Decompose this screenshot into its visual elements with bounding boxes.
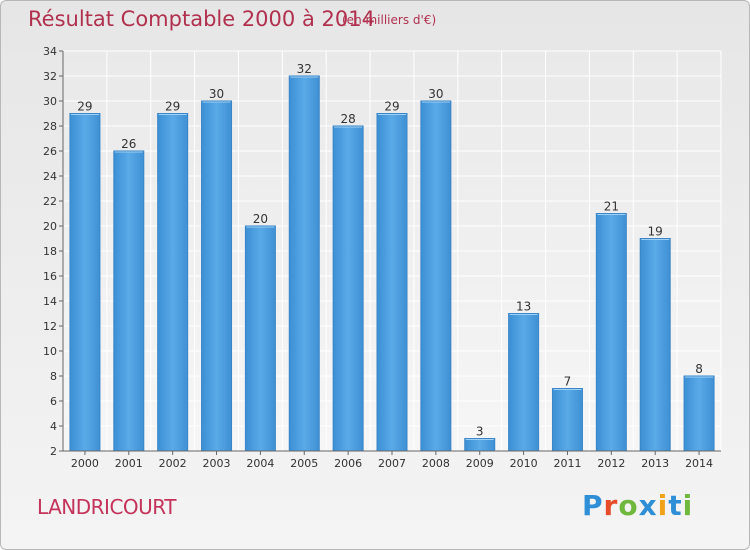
y-tick-label: 12 [43, 320, 57, 333]
logo-letter: o [618, 489, 639, 522]
x-tick-label: 2006 [334, 457, 362, 470]
logo-letter: t [668, 489, 683, 522]
data-label: 29 [77, 100, 92, 114]
town-name: LANDRICOURT [37, 495, 176, 519]
logo-letter: i [657, 489, 669, 522]
bar [113, 150, 145, 452]
logo-letter: r [603, 489, 619, 522]
bar [595, 213, 627, 452]
bar [551, 388, 583, 452]
bar [376, 113, 408, 452]
y-tick-label: 4 [50, 420, 57, 433]
data-label: 19 [648, 225, 663, 239]
y-tick-label: 14 [43, 295, 57, 308]
bar [201, 100, 233, 452]
y-tick-label: 18 [43, 245, 57, 258]
data-label: 30 [209, 87, 224, 101]
data-label: 29 [165, 100, 180, 114]
bar [464, 438, 496, 452]
x-tick-label: 2010 [510, 457, 538, 470]
data-label: 30 [428, 87, 443, 101]
data-label: 21 [604, 200, 619, 214]
x-tick-label: 2004 [246, 457, 274, 470]
y-tick-label: 26 [43, 145, 57, 158]
x-tick-label: 2011 [553, 457, 581, 470]
y-tick-label: 24 [43, 170, 57, 183]
bar [244, 225, 276, 452]
x-tick-label: 2008 [422, 457, 450, 470]
data-label: 26 [121, 137, 136, 151]
bar [69, 113, 101, 452]
x-tick-label: 2007 [378, 457, 406, 470]
y-tick-label: 6 [50, 395, 57, 408]
y-tick-label: 28 [43, 120, 57, 133]
data-label: 8 [695, 362, 703, 376]
data-label: 7 [564, 375, 572, 389]
x-tick-label: 2012 [597, 457, 625, 470]
y-tick-label: 32 [43, 70, 57, 83]
logo-letter: i [682, 489, 694, 522]
bar [288, 75, 320, 452]
x-tick-label: 2013 [641, 457, 669, 470]
y-tick-label: 34 [43, 45, 57, 58]
x-tick-label: 2009 [466, 457, 494, 470]
proxiti-logo: Proxiti [582, 489, 693, 522]
bar [420, 100, 452, 452]
x-tick-label: 2014 [685, 457, 713, 470]
data-label: 28 [340, 112, 355, 126]
x-tick-label: 2003 [203, 457, 231, 470]
x-tick-label: 2001 [115, 457, 143, 470]
bar [683, 375, 715, 452]
x-tick-label: 2005 [290, 457, 318, 470]
y-tick-label: 22 [43, 195, 57, 208]
chart-title: Résultat Comptable 2000 à 2014 [28, 7, 375, 31]
data-label: 20 [253, 212, 268, 226]
chart-subtitle: (en milliers d'€) [342, 13, 437, 27]
logo-letter: x [638, 489, 658, 522]
bar [508, 313, 540, 452]
logo-letter: P [582, 489, 604, 522]
data-label: 29 [384, 100, 399, 114]
y-tick-label: 20 [43, 220, 57, 233]
bar [157, 113, 189, 452]
y-tick-label: 30 [43, 95, 57, 108]
data-label: 3 [476, 425, 484, 439]
y-tick-label: 8 [50, 370, 57, 383]
bar-layer: 29 26 29 30 20 32 28 29 30 3 13 7 21 19 8 [69, 62, 715, 452]
y-tick-label: 10 [43, 345, 57, 358]
x-tick-label: 2000 [71, 457, 99, 470]
data-label: 13 [516, 300, 531, 314]
x-tick-label: 2002 [159, 457, 187, 470]
bar [639, 238, 671, 452]
y-tick-label: 2 [50, 445, 57, 458]
bar [332, 125, 364, 452]
y-tick-label: 16 [43, 270, 57, 283]
data-label: 32 [297, 62, 312, 76]
